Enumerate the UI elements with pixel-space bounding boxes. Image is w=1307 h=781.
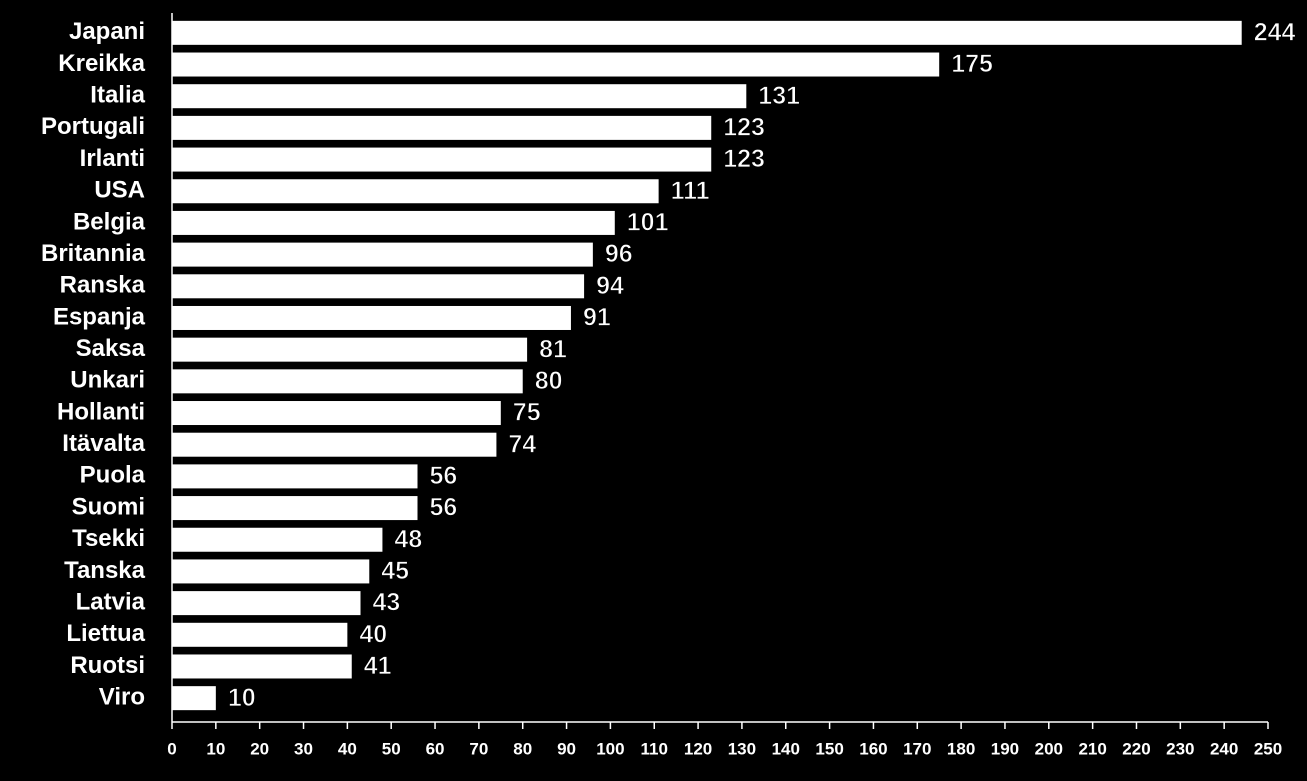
bar [172, 84, 747, 109]
value-label: 131 [758, 82, 800, 110]
x-tick-label: 60 [426, 739, 445, 758]
x-tick-label: 90 [557, 739, 576, 758]
bar [172, 464, 418, 489]
bar [172, 305, 571, 330]
y-tick-label: Tsekki [72, 525, 145, 552]
y-tick-label: Suomi [72, 493, 145, 520]
value-label: 48 [394, 525, 422, 553]
y-tick-label: Itävalta [62, 430, 145, 457]
value-label: 123 [723, 113, 765, 141]
y-tick-label: Liettua [66, 620, 145, 647]
value-label: 101 [627, 209, 669, 237]
y-tick-label: Viro [99, 684, 145, 711]
y-tick-label: Portugali [41, 113, 145, 140]
y-tick-label: Unkari [70, 367, 145, 394]
x-tick-label: 170 [903, 739, 931, 758]
y-tick-label: Espanja [53, 303, 146, 330]
x-tick-label: 230 [1166, 739, 1194, 758]
value-label: 56 [430, 494, 458, 522]
y-tick-label: USA [94, 177, 145, 204]
y-tick-label: Kreikka [58, 50, 145, 77]
value-label: 94 [596, 272, 624, 300]
bar [172, 20, 1242, 45]
bar [172, 496, 418, 521]
bar [172, 527, 383, 552]
bar [172, 274, 585, 299]
value-label: 80 [535, 367, 563, 395]
x-tick-label: 160 [859, 739, 887, 758]
value-label: 81 [539, 335, 567, 363]
value-label: 43 [373, 589, 401, 617]
y-tick-label: Japani [69, 18, 145, 45]
bar [172, 401, 501, 426]
bar [172, 210, 615, 235]
y-tick-label: Latvia [76, 588, 146, 615]
y-tick-label: Britannia [41, 240, 146, 267]
y-tick-label: Ruotsi [70, 652, 145, 679]
bar [172, 147, 712, 172]
x-tick-label: 210 [1078, 739, 1106, 758]
x-tick-label: 190 [991, 739, 1019, 758]
y-tick-label: Hollanti [57, 398, 145, 425]
bar [172, 622, 348, 647]
y-tick-label: Belgia [73, 208, 146, 235]
value-label: 175 [951, 50, 993, 78]
x-tick-label: 110 [641, 739, 668, 758]
y-tick-label: Tanska [64, 557, 146, 584]
bar [172, 591, 361, 616]
x-tick-label: 10 [206, 739, 225, 758]
x-tick-label: 70 [469, 739, 488, 758]
x-tick-label: 250 [1254, 739, 1282, 758]
y-tick-label: Ranska [60, 272, 146, 299]
bar [172, 337, 528, 362]
x-tick-label: 20 [250, 739, 269, 758]
x-tick-label: 100 [596, 739, 624, 758]
y-tick-label: Italia [90, 82, 145, 109]
y-tick-label: Irlanti [80, 145, 145, 172]
value-label: 244 [1254, 18, 1296, 46]
y-tick-label: Puola [80, 462, 146, 489]
y-tick-label: Saksa [76, 335, 146, 362]
x-tick-label: 200 [1035, 739, 1063, 758]
x-tick-label: 80 [513, 739, 532, 758]
bar [172, 369, 523, 394]
bar [172, 242, 593, 267]
value-label: 45 [381, 557, 409, 585]
x-tick-label: 240 [1210, 739, 1238, 758]
bar [172, 52, 940, 77]
value-label: 91 [583, 304, 611, 332]
x-tick-label: 0 [167, 739, 176, 758]
value-label: 40 [359, 620, 387, 648]
bar [172, 179, 659, 204]
value-label: 123 [723, 145, 765, 173]
value-label: 56 [430, 462, 458, 490]
x-tick-label: 150 [815, 739, 843, 758]
value-label: 10 [228, 684, 256, 712]
value-label: 41 [364, 652, 392, 680]
x-tick-label: 180 [947, 739, 975, 758]
value-label: 96 [605, 240, 633, 268]
x-tick-label: 130 [728, 739, 756, 758]
x-tick-label: 30 [294, 739, 313, 758]
x-tick-label: 50 [382, 739, 401, 758]
bar [172, 115, 712, 140]
bar [172, 432, 497, 457]
bar [172, 686, 216, 711]
bar [172, 559, 370, 584]
value-label: 75 [513, 399, 541, 427]
value-label: 74 [508, 430, 536, 458]
x-tick-label: 220 [1122, 739, 1150, 758]
value-label: 111 [671, 177, 710, 205]
x-tick-label: 40 [338, 739, 357, 758]
x-tick-label: 140 [772, 739, 800, 758]
bar [172, 654, 352, 679]
x-tick-label: 120 [684, 739, 712, 758]
